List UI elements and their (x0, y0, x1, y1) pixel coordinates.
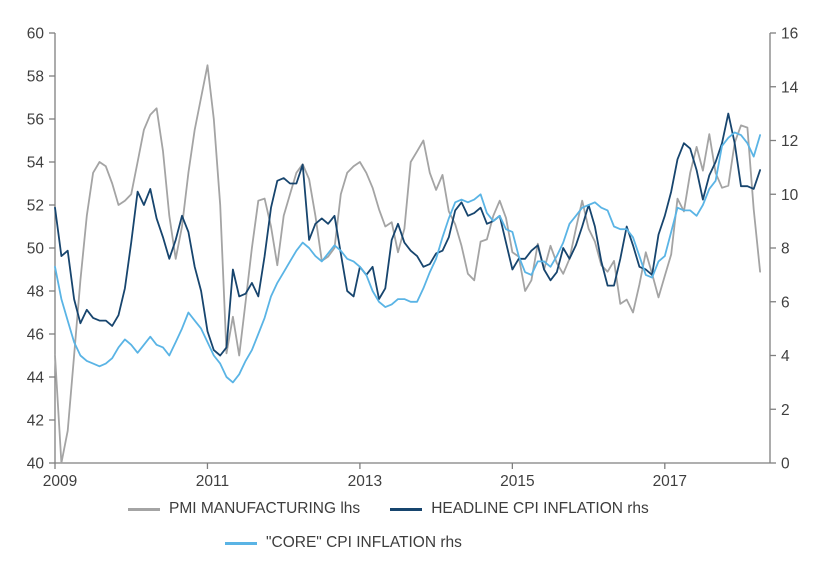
legend-label-core-cpi: "CORE" CPI INFLATION rhs (266, 534, 462, 551)
right-axis-tick-label: 14 (781, 79, 799, 96)
pmi-line-swatch (128, 507, 160, 511)
legend-item-headline-cpi: HEADLINE CPI INFLATION rhs (390, 498, 649, 520)
left-axis-tick-label: 60 (27, 26, 45, 43)
right-axis-tick-label: 4 (781, 348, 790, 365)
left-axis-tick-label: 56 (27, 112, 44, 129)
right-axis-tick-label: 6 (781, 294, 790, 311)
x-axis-tick-label: 2015 (500, 473, 534, 490)
legend-label-headline-cpi: HEADLINE CPI INFLATION rhs (431, 500, 649, 517)
legend-label-pmi: PMI MANUFACTURING lhs (169, 500, 361, 517)
legend-row-2: "CORE" CPI INFLATION rhs (0, 532, 832, 554)
legend-item-core-cpi: "CORE" CPI INFLATION rhs (225, 532, 462, 554)
left-axis-tick-label: 44 (27, 370, 45, 387)
left-axis-tick-label: 40 (27, 456, 45, 473)
right-axis-tick-label: 2 (781, 402, 790, 419)
right-axis-tick-label: 0 (781, 456, 790, 473)
right-axis-tick-label: 12 (781, 133, 798, 150)
legend-row-1: PMI MANUFACTURING lhs HEADLINE CPI INFLA… (0, 498, 832, 520)
left-axis-tick-label: 50 (27, 241, 45, 258)
core-cpi-line (54, 131, 761, 384)
left-axis-tick-label: 42 (27, 413, 44, 430)
core-cpi-line-swatch (225, 541, 257, 545)
headline-cpi-line-swatch (390, 507, 423, 511)
left-axis-tick-label: 46 (27, 327, 44, 344)
right-axis-tick-label: 8 (781, 241, 790, 258)
x-axis-tick-label: 2013 (348, 473, 382, 490)
right-axis-tick-label: 10 (781, 187, 799, 204)
headline-cpi-line (54, 112, 761, 357)
x-axis-tick-label: 2011 (196, 473, 229, 490)
left-axis-tick-label: 48 (27, 284, 44, 301)
left-axis-tick-label: 58 (27, 69, 44, 86)
legend: PMI MANUFACTURING lhs HEADLINE CPI INFLA… (0, 498, 832, 554)
legend-item-pmi: PMI MANUFACTURING lhs (128, 498, 360, 520)
left-axis-tick-label: 52 (27, 198, 44, 215)
x-axis-tick-label: 2009 (43, 473, 77, 490)
x-axis-tick-label: 2017 (653, 473, 687, 490)
left-axis-tick-label: 54 (27, 155, 45, 172)
right-axis-tick-label: 16 (781, 26, 798, 43)
